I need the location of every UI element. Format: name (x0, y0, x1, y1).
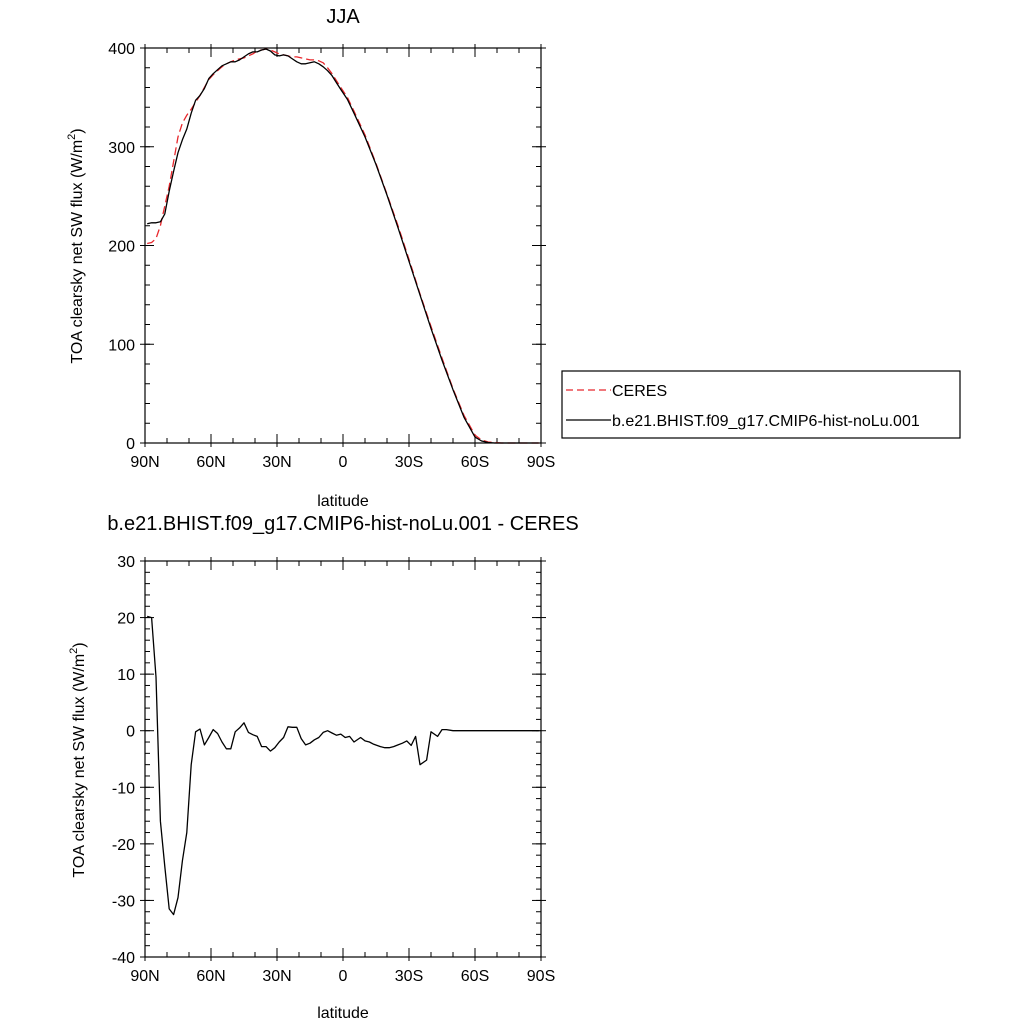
x-tick-label: 30N (262, 968, 291, 985)
x-tick-label: 30N (262, 454, 291, 471)
series-line-ceres (147, 48, 539, 444)
y-tick-label: 20 (117, 611, 135, 628)
y-axis-label: TOA clearsky net SW flux (W/m2) (66, 128, 86, 363)
x-axis-label: latitude (317, 1005, 369, 1022)
y-axis-label-end: ) (69, 128, 86, 133)
series-line-difference (147, 615, 539, 916)
y-tick-label: -20 (112, 837, 135, 854)
series-line-b-e21-bhist-f09-g17-cmip6-hist-nolu-001 (147, 48, 539, 444)
x-tick-label: 90S (527, 454, 555, 471)
y-tick-label: -30 (112, 893, 135, 910)
y-tick-label: -40 (112, 950, 135, 967)
x-tick-label: 0 (339, 968, 348, 985)
chart-title: b.e21.BHIST.f09_g17.CMIP6-hist-noLu.001 … (107, 513, 578, 535)
y-axis-label-sup: 2 (68, 648, 80, 654)
x-tick-label: 0 (339, 454, 348, 471)
x-tick-label: 30S (395, 968, 423, 985)
x-tick-label: 90N (130, 454, 159, 471)
y-axis-label-end: ) (71, 642, 88, 647)
chart-title: JJA (326, 6, 360, 28)
y-tick-label: 100 (108, 337, 135, 354)
tick-group: 90N 60N 30N 0 30S 60S 90S -40 -30 -20 -10 0 10 20 30 (112, 554, 555, 985)
y-tick-label: 400 (108, 41, 135, 58)
y-tick-label: -10 (112, 780, 135, 797)
y-tick-label: 200 (108, 239, 135, 256)
x-tick-label: 60S (461, 454, 489, 471)
y-tick-label: 300 (108, 140, 135, 157)
x-tick-label: 60N (196, 454, 225, 471)
x-tick-label: 90N (130, 968, 159, 985)
legend-label-model: b.e21.BHIST.f09_g17.CMIP6-hist-noLu.001 (612, 413, 920, 430)
y-axis-label-sup: 2 (66, 134, 78, 140)
y-axis-label-main: TOA clearsky net SW flux (W/m (69, 140, 86, 364)
chart-panel-top: JJA 90N 60N 30N 0 30S 60S 90S 0 100 200 300 400 lat… (66, 6, 961, 510)
tick-group: 90N 60N 30N 0 30S 60S 90S 0 100 200 300 400 (108, 41, 555, 471)
y-axis-label: TOA clearsky net SW flux (W/m2) (68, 642, 88, 877)
x-tick-label: 30S (395, 454, 423, 471)
x-tick-label: 60S (461, 968, 489, 985)
y-tick-label: 10 (117, 667, 135, 684)
series-group (147, 615, 539, 916)
series-group (147, 48, 539, 444)
x-axis-label: latitude (317, 493, 369, 510)
y-tick-label: 0 (126, 436, 135, 453)
legend-label-ceres: CERES (612, 383, 667, 400)
y-tick-label: 30 (117, 554, 135, 571)
plot-frame (144, 560, 542, 958)
y-axis-label-main: TOA clearsky net SW flux (W/m (71, 654, 88, 878)
x-tick-label: 60N (196, 968, 225, 985)
legend-frame (561, 370, 961, 439)
legend: CERES b.e21.BHIST.f09_g17.CMIP6-hist-noL… (561, 370, 961, 439)
plot-frame (144, 47, 542, 444)
y-tick-label: 0 (126, 724, 135, 741)
x-tick-label: 90S (527, 968, 555, 985)
chart-panel-bottom: b.e21.BHIST.f09_g17.CMIP6-hist-noLu.001 … (68, 513, 579, 1022)
